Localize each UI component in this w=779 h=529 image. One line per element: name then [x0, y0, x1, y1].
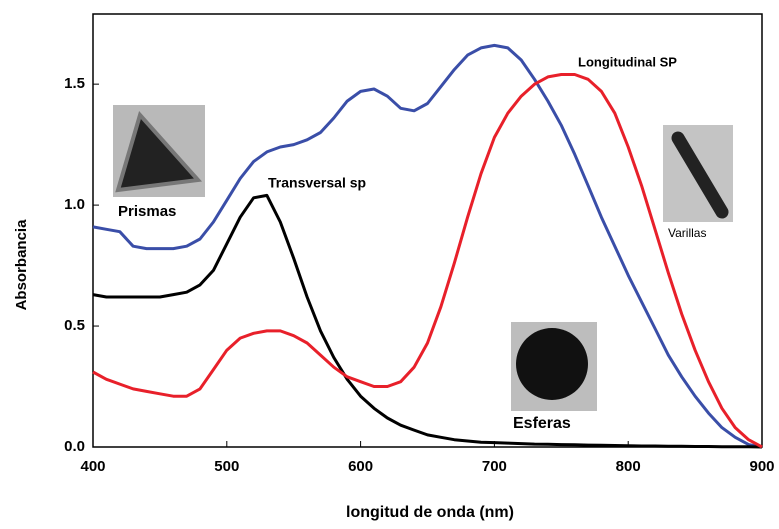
annotation: Longitudinal SP [578, 54, 677, 69]
y-tick-label: 0.0 [64, 438, 85, 455]
series-line [92, 43, 763, 449]
x-tick-label: 500 [214, 458, 239, 475]
series-line [92, 193, 763, 449]
plot-frame [92, 13, 763, 448]
series-line [92, 73, 763, 449]
x-tick-label: 700 [482, 458, 507, 475]
prism-shape [115, 110, 203, 193]
x-tick-label: 900 [749, 458, 774, 475]
x-tick-label: 400 [80, 458, 105, 475]
rod-shape [671, 131, 729, 219]
y-tick-label: 1.5 [64, 75, 85, 92]
x-axis-label: longitud de onda (nm) [346, 504, 514, 521]
y-axis-label: Absorbancia [13, 219, 30, 311]
annotation: Prismas [118, 203, 176, 220]
x-tick-label: 600 [348, 458, 373, 475]
annotation: Varillas [668, 226, 706, 240]
y-tick-label: 1.0 [64, 196, 85, 213]
annotation: Esferas [513, 415, 571, 432]
annotation: Transversal sp [268, 175, 366, 191]
particle-images [113, 105, 733, 411]
x-tick-label: 800 [616, 458, 641, 475]
sphere-shape [516, 328, 588, 400]
y-tick-label: 0.5 [64, 317, 85, 334]
